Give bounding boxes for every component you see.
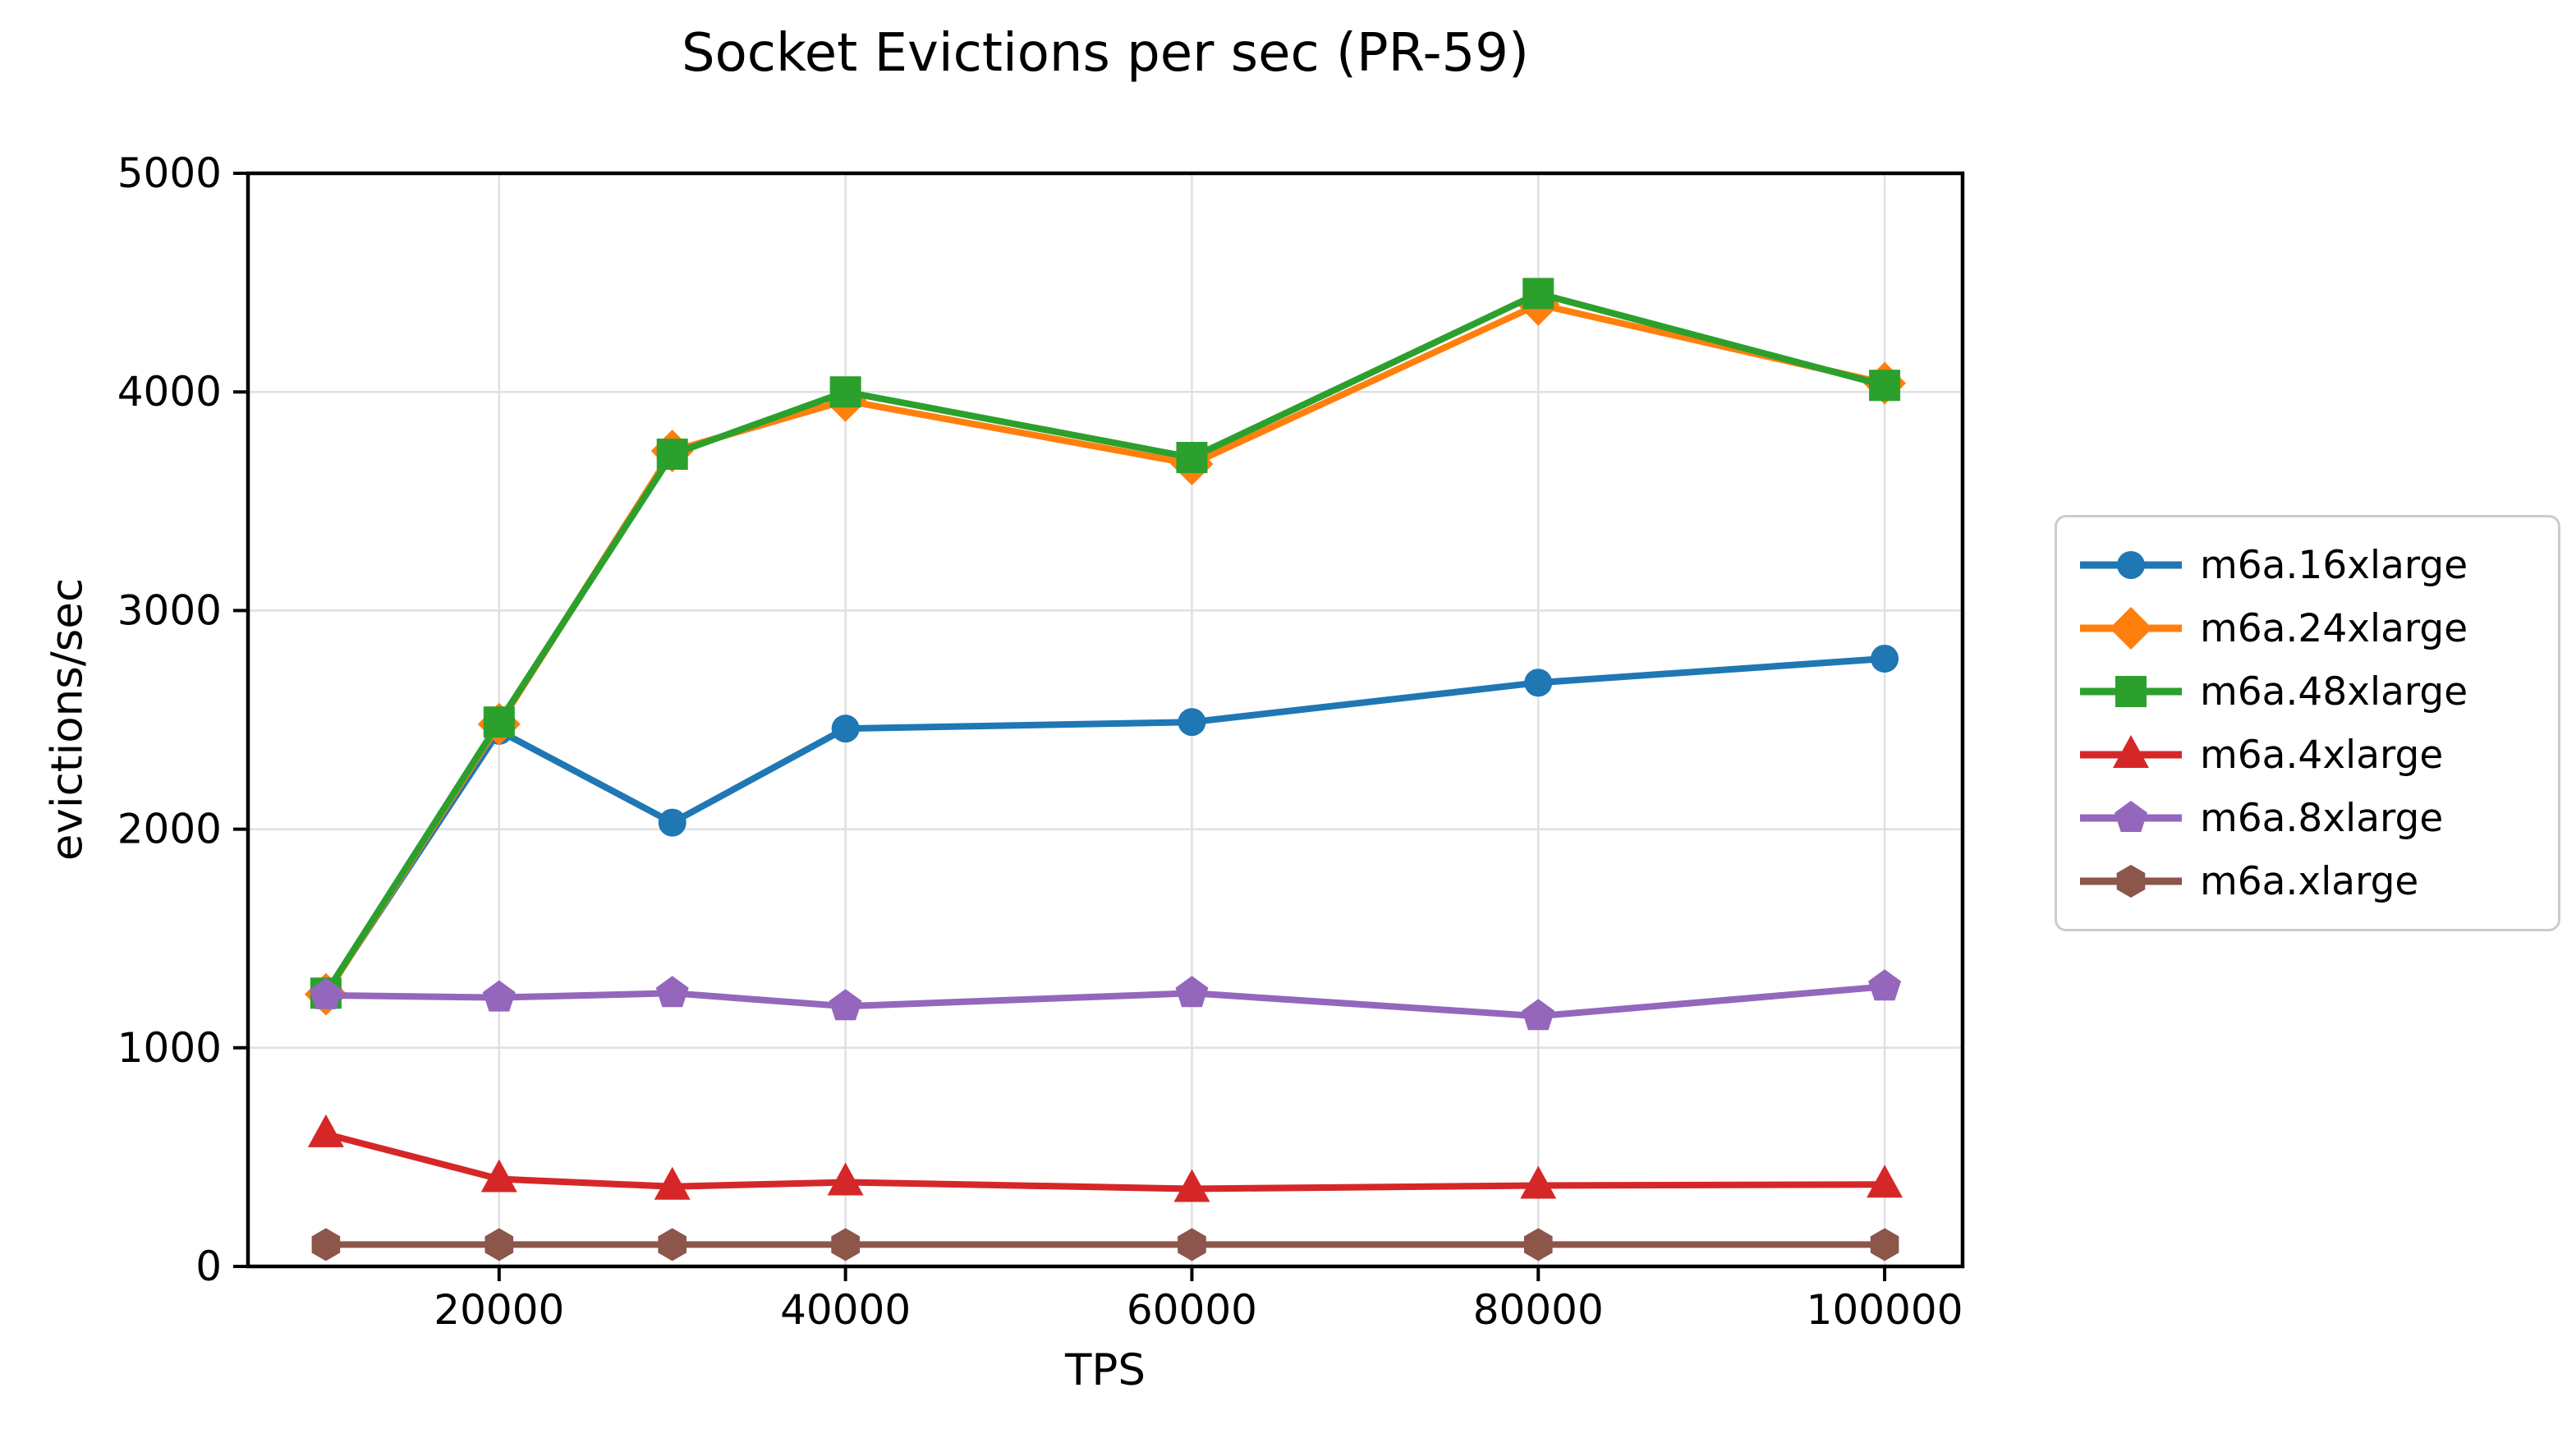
y-tick-label: 0 — [195, 1243, 222, 1290]
legend-label: m6a.4xlarge — [2200, 732, 2444, 778]
hexagon-marker — [1524, 1228, 1553, 1261]
legend-item-m6a.xlarge: m6a.xlarge — [2077, 855, 2538, 908]
square-legend-icon — [2080, 676, 2182, 707]
legend-label: m6a.8xlarge — [2200, 795, 2444, 841]
circle-marker — [831, 715, 860, 743]
circle-marker — [1871, 644, 1899, 673]
hexagon-marker — [1178, 1228, 1206, 1261]
circle-marker — [1178, 708, 1206, 737]
legend-label: m6a.48xlarge — [2200, 669, 2468, 715]
legend-label: m6a.16xlarge — [2200, 542, 2468, 588]
y-tick-label: 5000 — [117, 149, 222, 197]
chart-title: Socket Evictions per sec (PR-59) — [682, 23, 1529, 84]
square-marker — [829, 376, 861, 408]
pentagon-marker — [829, 989, 862, 1021]
y-tick-label: 2000 — [117, 806, 222, 853]
triangle-marker — [480, 1159, 517, 1193]
y-tick-label: 4000 — [117, 368, 222, 416]
triangle-legend-icon — [2080, 735, 2182, 768]
hexagon-marker — [1870, 1228, 1899, 1261]
triangle-marker — [1867, 1165, 1903, 1198]
circle-legend-icon — [2080, 551, 2182, 579]
square-marker — [1869, 370, 1901, 402]
x-tick-label: 80000 — [1473, 1286, 1604, 1334]
triangle-marker — [827, 1162, 864, 1196]
series-line — [323, 655, 1885, 995]
x-tick-label: 20000 — [434, 1286, 564, 1334]
square-marker — [1176, 442, 1208, 474]
series-m6a.48xlarge — [310, 278, 1901, 1009]
square-marker — [2115, 676, 2147, 707]
legend-item-m6a.16xlarge: m6a.16xlarge — [2077, 539, 2538, 591]
square-marker — [483, 706, 515, 738]
diamond-legend-icon — [2080, 607, 2182, 650]
hexagon-marker — [658, 1228, 686, 1261]
hexagon-marker — [831, 1228, 860, 1261]
legend: m6a.16xlarge m6a.24xlarge m6a.48xlarge m6a.… — [2055, 515, 2560, 931]
legend-label: m6a.xlarge — [2200, 858, 2419, 904]
diamond-marker — [2110, 607, 2152, 650]
legend-item-m6a.4xlarge: m6a.4xlarge — [2077, 728, 2538, 781]
triangle-marker — [654, 1166, 691, 1200]
series-line — [324, 1131, 1885, 1193]
y-tick-label: 3000 — [117, 586, 222, 634]
legend-item-m6a.8xlarge: m6a.8xlarge — [2077, 792, 2538, 844]
y-tick-label: 1000 — [117, 1024, 222, 1072]
pentagon-marker — [482, 980, 516, 1012]
circle-marker — [658, 808, 686, 837]
x-axis-label: TPS — [1065, 1345, 1146, 1395]
square-marker — [656, 439, 688, 471]
pentagon-marker — [655, 976, 689, 1008]
hexagon-marker — [2116, 865, 2146, 898]
series-m6a.16xlarge — [311, 644, 1899, 1008]
pentagon-marker — [309, 977, 342, 1009]
legend-item-m6a.24xlarge: m6a.24xlarge — [2077, 602, 2538, 655]
legend-item-m6a.48xlarge: m6a.48xlarge — [2077, 665, 2538, 718]
series-m6a.4xlarge — [307, 1114, 1903, 1202]
hexagon-legend-icon — [2080, 865, 2182, 898]
triangle-marker — [1520, 1165, 1557, 1199]
pentagon-marker — [2115, 801, 2147, 832]
pentagon-marker — [1522, 999, 1555, 1031]
x-tick-label: 60000 — [1127, 1286, 1257, 1334]
series-line — [325, 983, 1885, 1020]
triangle-marker — [2113, 735, 2149, 768]
triangle-marker — [1173, 1169, 1210, 1202]
square-marker — [1522, 278, 1554, 310]
hexagon-marker — [311, 1228, 341, 1261]
hexagon-marker — [484, 1228, 514, 1261]
pentagon-marker — [1868, 969, 1902, 1001]
x-tick-label: 100000 — [1807, 1286, 1963, 1334]
triangle-marker — [307, 1114, 344, 1147]
legend-label: m6a.24xlarge — [2200, 605, 2468, 651]
pentagon-marker — [1175, 976, 1209, 1008]
plot-border — [246, 171, 1965, 1269]
series-line — [323, 301, 1885, 996]
circle-marker — [2117, 551, 2145, 579]
series-line — [323, 290, 1886, 995]
x-tick-label: 40000 — [780, 1286, 911, 1334]
pentagon-legend-icon — [2080, 801, 2182, 832]
circle-marker — [1524, 669, 1553, 697]
series-m6a.8xlarge — [309, 969, 1902, 1031]
series-m6a.xlarge — [311, 1228, 1899, 1261]
